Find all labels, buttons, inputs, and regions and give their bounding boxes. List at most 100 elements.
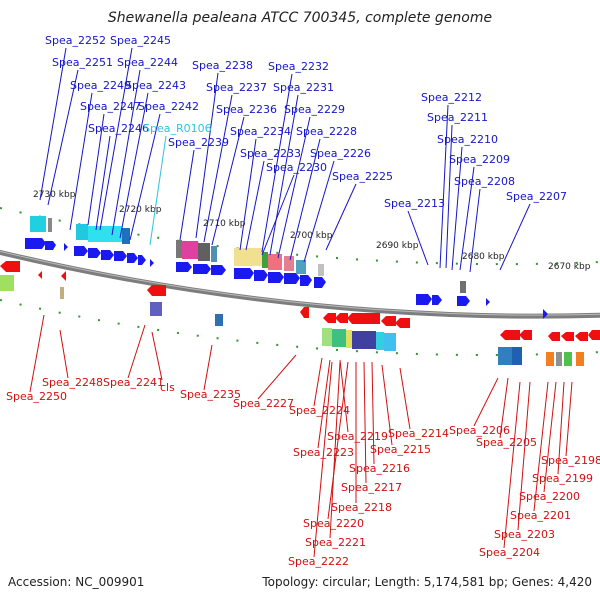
reverse-gene[interactable] <box>335 313 348 323</box>
forward-gene[interactable] <box>127 253 138 263</box>
forward-gene[interactable] <box>88 248 101 258</box>
gene-label-spea-2248[interactable]: Spea_2248 <box>42 376 103 389</box>
gene-label-spea-2235[interactable]: Spea_2235 <box>180 388 241 401</box>
gene-label-spea-2252[interactable]: Spea_2252 <box>45 34 106 47</box>
gene-label-spea-2230[interactable]: Spea_2230 <box>266 161 327 174</box>
gene-label-spea-2200[interactable]: Spea_2200 <box>519 490 580 503</box>
forward-gene[interactable] <box>74 246 88 256</box>
forward-gene[interactable] <box>114 251 127 261</box>
gene-label-spea-2250[interactable]: Spea_2250 <box>6 390 67 403</box>
gene-label-spea-2218[interactable]: Spea_2218 <box>331 501 392 514</box>
gene-label-spea-2227[interactable]: Spea_2227 <box>233 397 294 410</box>
gene-label-spea-2246[interactable]: Spea_2246 <box>88 122 149 135</box>
forward-gene[interactable] <box>176 262 192 272</box>
forward-gene[interactable] <box>314 277 326 288</box>
gene-label-spea-2251[interactable]: Spea_2251 <box>52 56 113 69</box>
gene-label-spea-2215[interactable]: Spea_2215 <box>370 443 431 456</box>
gene-label-spea-2225[interactable]: Spea_2225 <box>332 170 393 183</box>
reverse-gene[interactable] <box>500 330 520 340</box>
gene-label-spea-2219[interactable]: Spea_2219 <box>327 430 388 443</box>
gene-label-spea-2212[interactable]: Spea_2212 <box>421 91 482 104</box>
gene-label-spea-2234[interactable]: Spea_2234 <box>230 125 291 138</box>
reverse-gene[interactable] <box>548 332 560 341</box>
gene-label-spea-2209[interactable]: Spea_2209 <box>449 153 510 166</box>
forward-gene[interactable] <box>300 275 312 286</box>
forward-gene[interactable] <box>543 309 548 319</box>
forward-gene[interactable] <box>211 265 226 275</box>
gene-label-spea-r0106[interactable]: Spea_R0106 <box>143 122 212 135</box>
gene-label-spea-2205[interactable]: Spea_2205 <box>476 436 537 449</box>
reverse-gene[interactable] <box>147 285 166 296</box>
reverse-gene[interactable] <box>519 330 532 340</box>
gene-label-spea-2237[interactable]: Spea_2237 <box>206 81 267 94</box>
leader-line-spea-2204 <box>503 381 521 549</box>
annotation-block <box>76 224 88 240</box>
gene-label-spea-2221[interactable]: Spea_2221 <box>305 536 366 549</box>
gene-label-spea-2206[interactable]: Spea_2206 <box>449 424 510 437</box>
gene-label-spea-2245[interactable]: Spea_2245 <box>110 34 171 47</box>
reverse-gene[interactable] <box>0 261 20 272</box>
gene-label-spea-2217[interactable]: Spea_2217 <box>341 481 402 494</box>
gene-label-spea-2247[interactable]: Spea_2247 <box>80 100 141 113</box>
forward-gene[interactable] <box>25 238 46 249</box>
gene-label-spea-2226[interactable]: Spea_2226 <box>310 147 371 160</box>
forward-gene[interactable] <box>457 296 470 306</box>
leader-line-spea-2200 <box>543 381 557 493</box>
forward-gene[interactable] <box>193 264 211 274</box>
gene-label-spea-2210[interactable]: Spea_2210 <box>437 133 498 146</box>
forward-gene[interactable] <box>234 268 254 279</box>
reverse-gene[interactable] <box>561 332 574 341</box>
forward-gene[interactable] <box>150 259 154 267</box>
gene-label-spea-2211[interactable]: Spea_2211 <box>427 111 488 124</box>
reverse-gene[interactable] <box>61 271 66 281</box>
gene-label-spea-2242[interactable]: Spea_2242 <box>138 100 199 113</box>
gene-label-spea-2241[interactable]: Spea_2241 <box>103 376 164 389</box>
reverse-gene[interactable] <box>347 313 380 324</box>
gene-label-spea-2244[interactable]: Spea_2244 <box>117 56 178 69</box>
gene-label-spea-2232[interactable]: Spea_2232 <box>268 60 329 73</box>
gene-label-spea-2233[interactable]: Spea_2233 <box>240 147 301 160</box>
forward-gene[interactable] <box>486 298 490 306</box>
gene-label-spea-2229[interactable]: Spea_2229 <box>284 103 345 116</box>
annotation-block <box>122 228 130 244</box>
leader-line-spea-2225 <box>325 183 357 251</box>
gene-label-spea-2236[interactable]: Spea_2236 <box>216 103 277 116</box>
reverse-gene[interactable] <box>300 307 309 318</box>
gene-label-spea-2201[interactable]: Spea_2201 <box>510 509 571 522</box>
reverse-gene[interactable] <box>395 318 410 328</box>
gene-label-spea-2220[interactable]: Spea_2220 <box>303 517 364 530</box>
gene-label-spea-2238[interactable]: Spea_2238 <box>192 59 253 72</box>
reverse-gene[interactable] <box>38 271 42 279</box>
forward-gene[interactable] <box>254 270 268 281</box>
forward-gene[interactable] <box>432 295 442 305</box>
forward-gene[interactable] <box>268 272 284 283</box>
reverse-gene[interactable] <box>575 332 588 341</box>
gene-label-spea-2207[interactable]: Spea_2207 <box>506 190 567 203</box>
forward-gene[interactable] <box>138 255 146 265</box>
gene-label-spea-2224[interactable]: Spea_2224 <box>289 404 350 417</box>
forward-gene[interactable] <box>416 294 432 305</box>
reverse-gene[interactable] <box>588 330 600 340</box>
gene-label-spea-2249[interactable]: Spea_2249 <box>70 79 131 92</box>
gene-label-spea-2228[interactable]: Spea_2228 <box>296 125 357 138</box>
gene-label-spea-2204[interactable]: Spea_2204 <box>479 546 540 559</box>
gene-label-spea-2243[interactable]: Spea_2243 <box>125 79 186 92</box>
gene-label-spea-2214[interactable]: Spea_2214 <box>388 427 449 440</box>
gene-label-spea-2198[interactable]: Spea_2198 <box>541 454 600 467</box>
gene-label-cls[interactable]: cls <box>160 381 175 394</box>
gene-label-spea-2223[interactable]: Spea_2223 <box>293 446 354 459</box>
gene-label-spea-2222[interactable]: Spea_2222 <box>288 555 349 568</box>
gene-label-spea-2213[interactable]: Spea_2213 <box>384 197 445 210</box>
gene-label-spea-2231[interactable]: Spea_2231 <box>273 81 334 94</box>
gene-label-spea-2216[interactable]: Spea_2216 <box>349 462 410 475</box>
gene-label-spea-2208[interactable]: Spea_2208 <box>454 175 515 188</box>
reverse-gene[interactable] <box>323 313 336 323</box>
gene-label-spea-2199[interactable]: Spea_2199 <box>532 472 593 485</box>
gene-label-spea-2203[interactable]: Spea_2203 <box>494 528 555 541</box>
gene-label-spea-2239[interactable]: Spea_2239 <box>168 136 229 149</box>
reverse-gene[interactable] <box>381 316 396 326</box>
forward-gene[interactable] <box>284 273 300 284</box>
forward-gene[interactable] <box>101 250 114 260</box>
forward-gene[interactable] <box>64 243 68 251</box>
forward-gene[interactable] <box>45 241 56 250</box>
